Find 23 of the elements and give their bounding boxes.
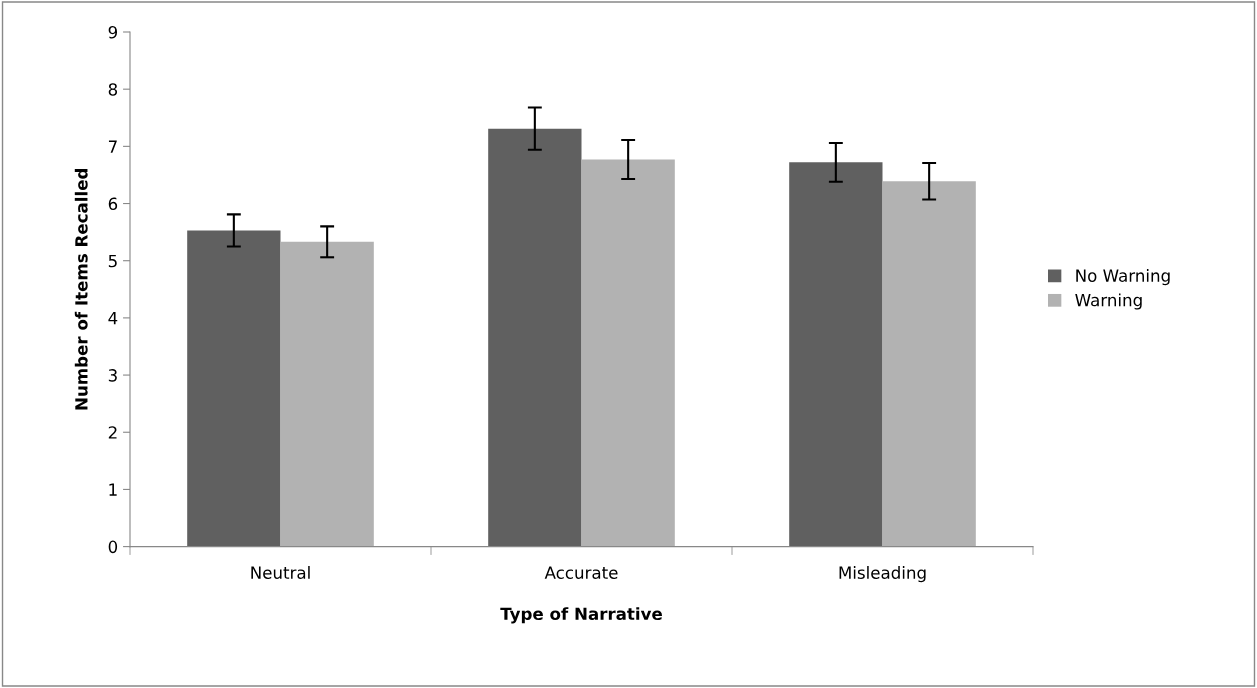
bar <box>882 181 976 547</box>
bar <box>488 128 582 547</box>
y-tick-label: 1 <box>109 483 117 496</box>
bar <box>187 230 281 547</box>
x-tick-label: Neutral <box>251 566 310 579</box>
y-tick-label: 9 <box>108 25 118 39</box>
legend-label: Warning <box>1075 293 1142 310</box>
y-tick-label: 6 <box>108 197 118 211</box>
bar <box>280 241 374 547</box>
x-axis-title: Type of Narrative <box>500 607 662 624</box>
y-tick-label: 3 <box>108 369 117 382</box>
bar <box>581 159 675 547</box>
y-tick-label: 8 <box>108 83 118 96</box>
y-tick-label: 4 <box>108 312 118 325</box>
y-tick-label: 2 <box>108 426 117 439</box>
y-axis-title: Number of Items Recalled <box>74 168 88 410</box>
legend-label: No Warning <box>1076 269 1170 286</box>
x-tick-label: Accurate <box>544 566 618 579</box>
x-tick-label: Misleading <box>839 566 926 583</box>
y-tick-label: 0 <box>108 540 118 554</box>
y-tick-label: 5 <box>108 254 117 268</box>
y-tick-label: 7 <box>108 140 117 153</box>
bar <box>789 162 883 547</box>
